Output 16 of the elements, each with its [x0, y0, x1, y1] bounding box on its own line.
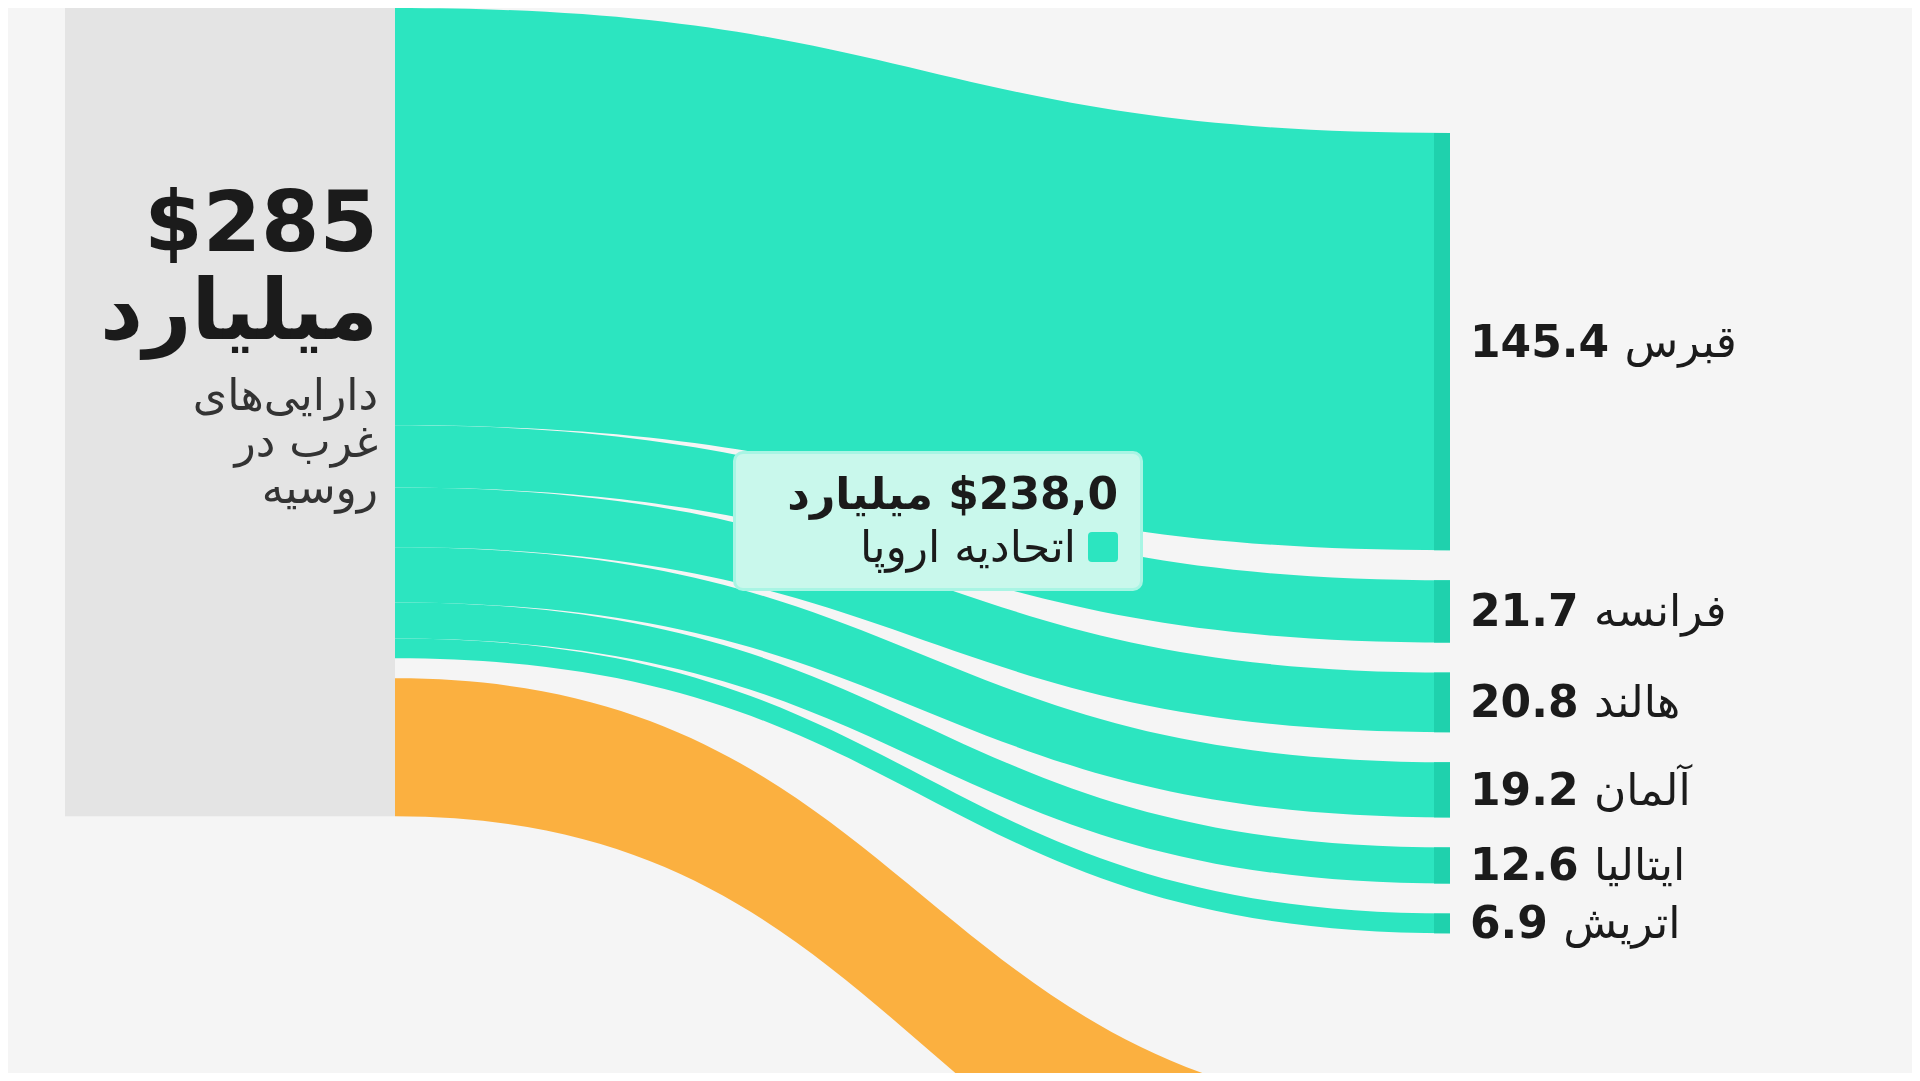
text: دارایی‌های غرب در روسیه	[191, 369, 378, 513]
text: $238,0 میلیارد	[786, 468, 1118, 521]
data-label: 21.7	[1470, 585, 1580, 637]
data-label: 145.4	[1470, 315, 1611, 367]
data-label: 20.8	[1470, 676, 1580, 728]
category-label: قبرس	[1624, 315, 1737, 367]
category-label: فرانسه	[1593, 585, 1727, 637]
data-label: 6.9	[1470, 897, 1549, 949]
category-label: ایتالیا	[1593, 839, 1686, 891]
legend-label: اتحادیه اروپا	[859, 520, 1076, 574]
data-label: 12.6	[1470, 839, 1580, 891]
category-label: اتریش	[1563, 897, 1681, 949]
text: $285 میلیارد	[99, 173, 378, 360]
category-label: هالند	[1593, 676, 1681, 728]
category-label: آلمان	[1593, 763, 1691, 815]
data-label: 19.2	[1470, 763, 1580, 815]
